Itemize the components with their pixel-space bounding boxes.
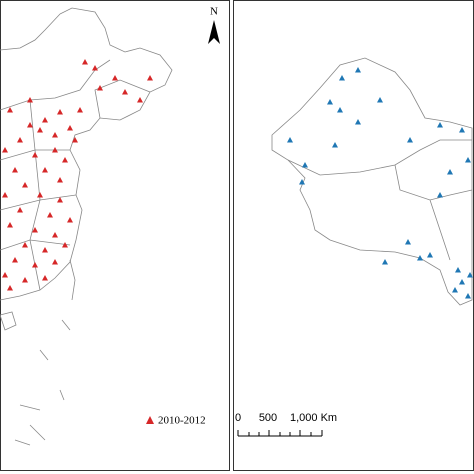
station-marker bbox=[67, 217, 73, 223]
scale-bar bbox=[237, 430, 323, 437]
station-marker bbox=[32, 152, 38, 158]
station-marker bbox=[42, 247, 48, 253]
station-marker bbox=[2, 147, 8, 153]
station-marker bbox=[7, 107, 13, 113]
station-marker bbox=[57, 177, 63, 183]
station-marker bbox=[12, 257, 18, 263]
station-marker bbox=[7, 285, 13, 291]
station-marker bbox=[447, 169, 453, 175]
left-map bbox=[0, 7, 173, 446]
station-marker bbox=[67, 125, 73, 131]
station-marker bbox=[437, 122, 443, 128]
station-marker bbox=[405, 239, 411, 245]
station-marker bbox=[465, 293, 471, 299]
station-marker bbox=[287, 137, 293, 143]
left-panel-frame bbox=[0, 0, 230, 471]
station-marker bbox=[327, 99, 333, 105]
station-marker bbox=[459, 127, 465, 133]
station-marker bbox=[72, 137, 78, 143]
station-marker bbox=[42, 275, 48, 281]
map-outline bbox=[0, 7, 173, 301]
station-marker bbox=[2, 192, 8, 198]
station-marker bbox=[37, 192, 43, 198]
station-marker bbox=[2, 272, 8, 278]
station-marker bbox=[122, 89, 128, 95]
right-map bbox=[271, 57, 473, 306]
station-marker bbox=[77, 107, 83, 113]
island bbox=[0, 259, 76, 446]
scale-label: 1,000 Km bbox=[290, 412, 337, 424]
right-panel-frame bbox=[233, 0, 474, 471]
station-marker bbox=[147, 75, 153, 81]
station-marker bbox=[465, 157, 471, 163]
station-marker bbox=[82, 59, 88, 65]
station-marker bbox=[17, 137, 23, 143]
province-line bbox=[0, 59, 151, 291]
scale-label: 500 bbox=[259, 412, 277, 424]
station-marker bbox=[17, 207, 23, 213]
station-marker bbox=[459, 279, 465, 285]
legend-symbol bbox=[146, 416, 154, 424]
station-marker bbox=[12, 167, 18, 173]
station-marker bbox=[355, 119, 361, 125]
map-outline bbox=[0, 13, 61, 51]
scale-label: 0 bbox=[235, 412, 241, 424]
station-marker bbox=[339, 75, 345, 81]
station-marker bbox=[355, 67, 361, 73]
station-marker bbox=[377, 97, 383, 103]
north-label: N bbox=[210, 6, 218, 18]
station-marker bbox=[42, 117, 48, 123]
station-marker bbox=[332, 142, 338, 148]
station-marker bbox=[52, 232, 58, 238]
station-marker bbox=[42, 167, 48, 173]
station-marker bbox=[302, 162, 308, 168]
station-marker bbox=[467, 272, 473, 278]
station-marker bbox=[92, 65, 98, 71]
station-marker bbox=[97, 85, 103, 91]
station-marker bbox=[47, 212, 53, 218]
province-line bbox=[287, 139, 473, 261]
station-markers bbox=[2, 59, 473, 299]
station-marker bbox=[32, 227, 38, 233]
station-marker bbox=[32, 262, 38, 268]
station-marker bbox=[37, 127, 43, 133]
station-marker bbox=[22, 277, 28, 283]
station-marker bbox=[382, 259, 388, 265]
station-marker bbox=[22, 242, 28, 248]
north-arrow bbox=[208, 20, 220, 44]
station-marker bbox=[57, 109, 63, 115]
station-marker bbox=[137, 97, 143, 103]
station-marker bbox=[337, 107, 343, 113]
station-marker bbox=[22, 182, 28, 188]
station-marker bbox=[62, 242, 68, 248]
legend-label: 2010-2012 bbox=[158, 415, 206, 427]
station-marker bbox=[7, 222, 13, 228]
station-marker bbox=[57, 197, 63, 203]
station-marker bbox=[455, 267, 461, 273]
station-marker bbox=[112, 75, 118, 81]
station-marker bbox=[427, 252, 433, 258]
station-marker bbox=[62, 157, 68, 163]
station-marker bbox=[452, 287, 458, 293]
station-marker bbox=[27, 122, 33, 128]
station-marker bbox=[52, 147, 58, 153]
station-marker bbox=[52, 132, 58, 138]
station-marker bbox=[417, 255, 423, 261]
map-outline bbox=[271, 57, 473, 306]
station-marker bbox=[437, 192, 443, 198]
station-marker bbox=[27, 97, 33, 103]
station-marker bbox=[299, 179, 305, 185]
station-marker bbox=[407, 137, 413, 143]
station-marker bbox=[52, 259, 58, 265]
